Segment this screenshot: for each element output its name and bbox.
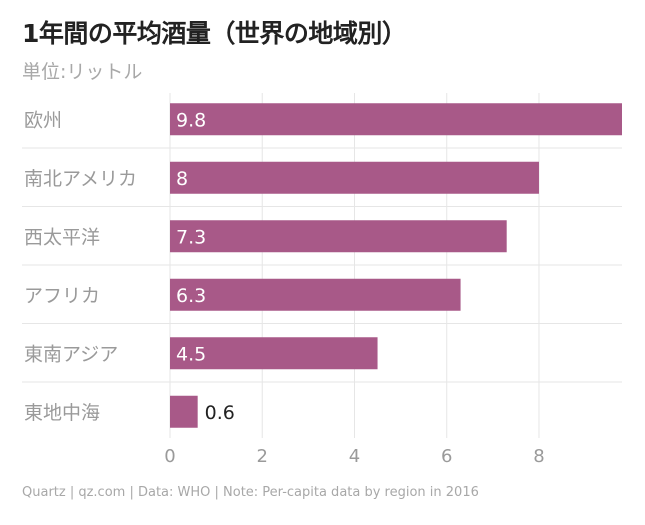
bars bbox=[170, 103, 622, 428]
chart-subtitle: 単位:リットル bbox=[22, 61, 143, 83]
data-label: 4.5 bbox=[176, 343, 206, 365]
category-label: 東地中海 bbox=[24, 402, 100, 424]
category-label: 西太平洋 bbox=[24, 226, 100, 248]
x-tick-label: 2 bbox=[257, 446, 268, 467]
bar bbox=[170, 395, 198, 428]
grid-lines bbox=[22, 93, 622, 438]
x-tick-label: 8 bbox=[533, 446, 544, 467]
data-label: 7.3 bbox=[176, 226, 206, 248]
data-label: 8 bbox=[176, 168, 188, 190]
data-label: 9.8 bbox=[176, 109, 206, 131]
x-tick-label: 4 bbox=[349, 446, 360, 467]
data-label: 0.6 bbox=[205, 402, 235, 424]
bar bbox=[170, 220, 507, 253]
x-tick-label: 0 bbox=[164, 446, 175, 467]
category-label: 東南アジア bbox=[24, 343, 118, 365]
category-label: 欧州 bbox=[24, 109, 62, 131]
bar bbox=[170, 337, 378, 370]
value-labels: 9.8 8 7.3 6.3 4.5 0.6 bbox=[176, 109, 235, 424]
bar bbox=[170, 278, 461, 311]
bar bbox=[170, 161, 539, 194]
chart-title: 1年間の平均酒量（世界の地域別） bbox=[22, 19, 407, 48]
bar bbox=[170, 103, 622, 136]
category-label: 南北アメリカ bbox=[24, 168, 137, 190]
data-label: 6.3 bbox=[176, 285, 206, 307]
chart-footer: Quartz | qz.com | Data: WHO | Note: Per-… bbox=[22, 485, 479, 500]
category-label: アフリカ bbox=[24, 285, 100, 307]
x-tick-label: 6 bbox=[441, 446, 452, 467]
x-axis-ticks: 0 2 4 6 8 bbox=[164, 446, 544, 467]
